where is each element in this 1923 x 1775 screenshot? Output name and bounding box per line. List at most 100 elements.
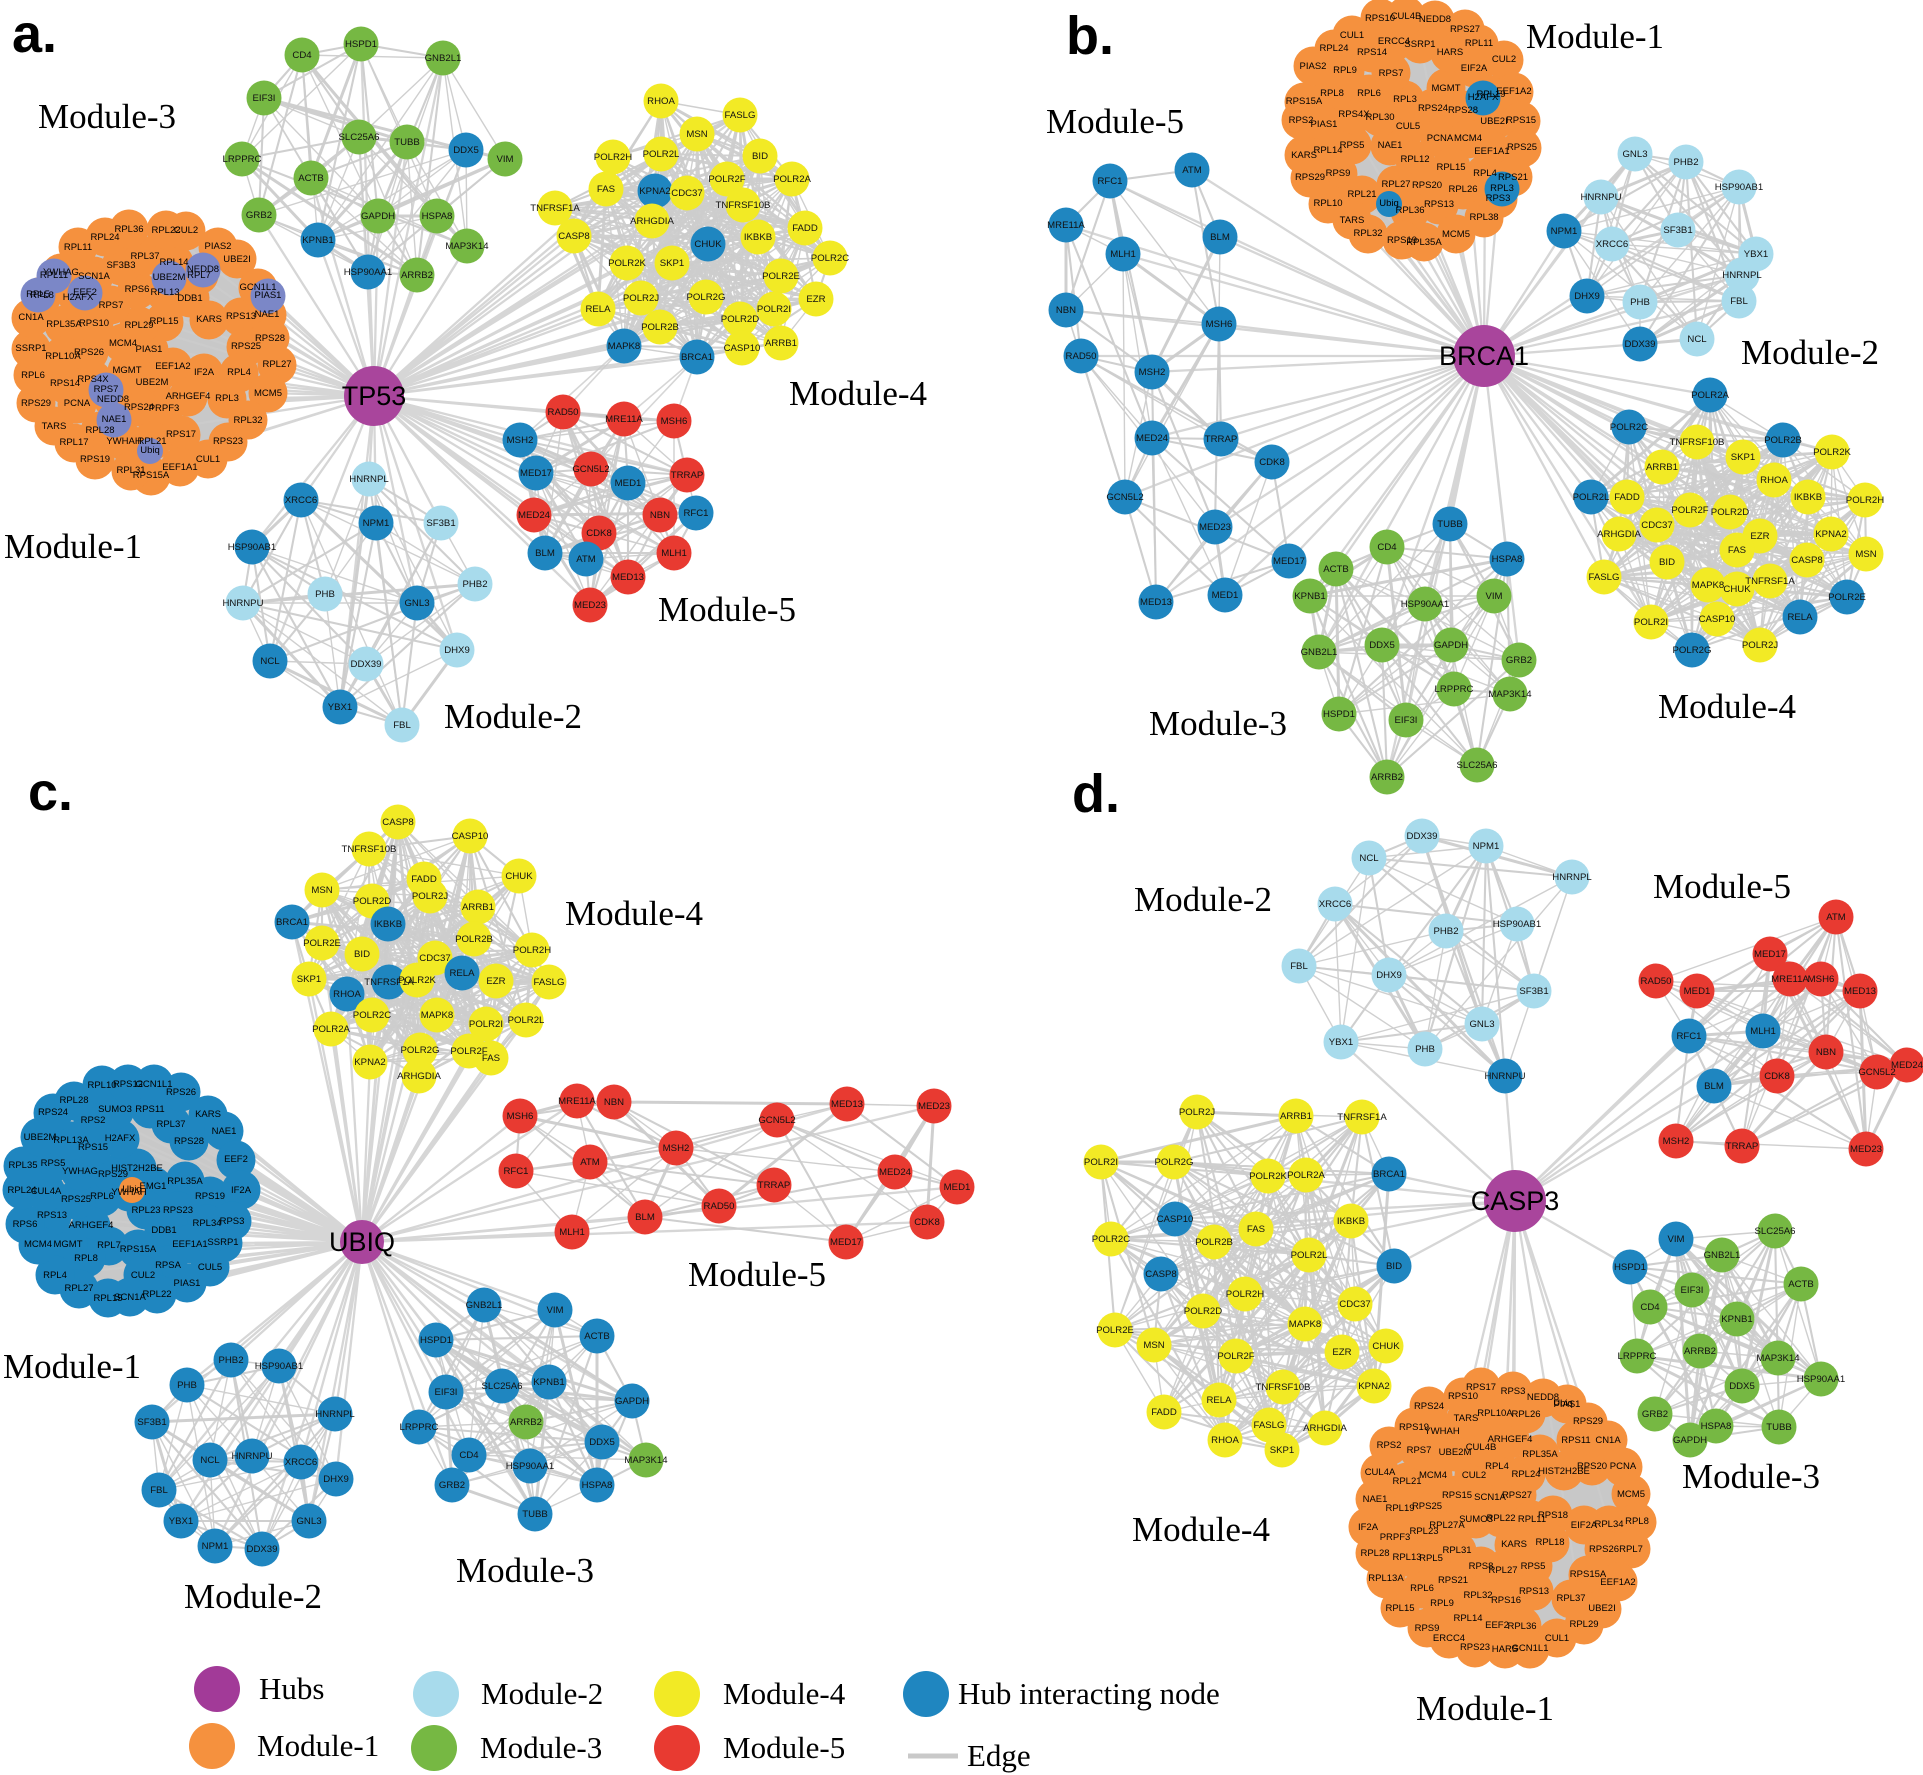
svg-text:ARRB1: ARRB1 [462, 902, 494, 913]
svg-text:VIM: VIM [546, 1305, 563, 1316]
svg-text:MGMT: MGMT [53, 1239, 82, 1250]
svg-text:RPL27: RPL27 [1488, 1565, 1517, 1576]
svg-text:ERCC4: ERCC4 [1378, 36, 1410, 47]
svg-text:RPS12: RPS12 [113, 1079, 143, 1090]
svg-text:KPNB1: KPNB1 [1721, 1314, 1752, 1325]
svg-text:MAPK8: MAPK8 [608, 341, 641, 352]
svg-text:GCN5L2: GCN5L2 [572, 464, 609, 475]
svg-text:RPS19: RPS19 [195, 1191, 225, 1202]
svg-text:BLM: BLM [1210, 232, 1230, 243]
svg-text:RPS5: RPS5 [1340, 140, 1365, 151]
svg-text:POLR2K: POLR2K [1249, 1171, 1287, 1182]
svg-text:VIM: VIM [496, 154, 513, 165]
svg-text:RPS29: RPS29 [21, 398, 51, 409]
svg-text:GCN5L2: GCN5L2 [1858, 1067, 1895, 1078]
svg-text:ARRB1: ARRB1 [1646, 462, 1678, 473]
svg-text:EEF1A2: EEF1A2 [155, 361, 190, 372]
svg-text:RPS29: RPS29 [1573, 1416, 1603, 1427]
svg-text:RPS15A: RPS15A [133, 470, 170, 481]
svg-text:MLH1: MLH1 [559, 1227, 585, 1238]
svg-text:POLR2L: POLR2L [643, 149, 680, 160]
svg-text:RPL37: RPL37 [130, 251, 159, 262]
svg-text:GNL3: GNL3 [296, 1516, 321, 1527]
svg-text:CUL2: CUL2 [174, 225, 198, 236]
svg-text:RPL13A: RPL13A [1368, 1573, 1404, 1584]
svg-text:RPL4: RPL4 [1473, 168, 1497, 179]
svg-text:MRE11A: MRE11A [1047, 220, 1085, 231]
svg-text:MAP3K14: MAP3K14 [1488, 689, 1532, 700]
svg-text:LRPPRC: LRPPRC [223, 154, 262, 165]
svg-text:Ubiq: Ubiq [1379, 198, 1399, 209]
svg-text:CDK8: CDK8 [1259, 457, 1285, 468]
svg-text:RPL26: RPL26 [1448, 184, 1477, 195]
svg-text:ARRB1: ARRB1 [765, 338, 797, 349]
svg-text:RPL22: RPL22 [142, 1289, 171, 1300]
svg-text:BID: BID [1386, 1261, 1402, 1272]
svg-text:DDX39: DDX39 [1407, 831, 1438, 842]
svg-text:EIF3I: EIF3I [1681, 1285, 1704, 1296]
svg-text:MED13: MED13 [1844, 986, 1876, 997]
svg-text:RPS15: RPS15 [1442, 1490, 1472, 1501]
svg-text:RPS19: RPS19 [80, 454, 110, 465]
svg-text:MRE11A: MRE11A [558, 1096, 596, 1107]
svg-text:CUL4A: CUL4A [31, 1186, 62, 1197]
svg-text:NEDD8: NEDD8 [187, 264, 219, 275]
svg-text:CDC37: CDC37 [671, 188, 702, 199]
svg-text:RPL24: RPL24 [1511, 1469, 1540, 1480]
svg-text:Module-5: Module-5 [1046, 102, 1184, 141]
svg-text:FBL: FBL [393, 720, 411, 731]
svg-text:GRB2: GRB2 [439, 1480, 465, 1491]
svg-text:RPL29: RPL29 [124, 320, 153, 331]
svg-text:SCN1A: SCN1A [1474, 1492, 1506, 1503]
svg-text:BID: BID [354, 949, 370, 960]
svg-text:POLR2E: POLR2E [1096, 1325, 1134, 1336]
svg-text:TUBB: TUBB [522, 1509, 548, 1520]
svg-text:EEF1A1: EEF1A1 [172, 1239, 207, 1250]
svg-text:DDX5: DDX5 [1369, 640, 1395, 651]
svg-text:POLR2I: POLR2I [469, 1019, 503, 1030]
svg-text:RPL6: RPL6 [1410, 1583, 1434, 1594]
svg-text:RPL24: RPL24 [1319, 43, 1348, 54]
svg-text:ARRB2: ARRB2 [1684, 1346, 1716, 1357]
svg-text:HSP90AA1: HSP90AA1 [1401, 599, 1450, 610]
svg-text:RPL24: RPL24 [90, 232, 119, 243]
svg-text:RPL26: RPL26 [1511, 1409, 1540, 1420]
svg-text:POLR2H: POLR2H [513, 945, 551, 956]
svg-text:IKBKB: IKBKB [1794, 492, 1822, 503]
svg-text:TUBB: TUBB [1766, 1422, 1792, 1433]
svg-text:CDK8: CDK8 [1764, 1071, 1790, 1082]
svg-text:Module-3: Module-3 [38, 97, 176, 136]
svg-text:Module-3: Module-3 [456, 1551, 594, 1590]
svg-text:PHB2: PHB2 [1673, 157, 1698, 168]
svg-text:H2AFX: H2AFX [105, 1133, 136, 1144]
svg-text:RPL4: RPL4 [227, 367, 251, 378]
svg-text:RPL19: RPL19 [1476, 89, 1505, 100]
svg-text:POLR2F: POLR2F [708, 174, 745, 185]
svg-text:CDC37: CDC37 [1641, 520, 1672, 531]
svg-text:RPL15: RPL15 [93, 1293, 122, 1304]
svg-text:CN1A: CN1A [18, 312, 44, 323]
svg-text:POLR2F: POLR2F [1671, 505, 1708, 516]
svg-text:UBE2I: UBE2I [223, 254, 250, 265]
svg-text:IKBKB: IKBKB [744, 232, 772, 243]
svg-text:MSH2: MSH2 [507, 435, 534, 446]
svg-text:RPS10: RPS10 [79, 318, 109, 329]
svg-text:PRPF3: PRPF3 [149, 403, 180, 414]
svg-text:DDX5: DDX5 [1729, 1381, 1755, 1392]
svg-text:RPL10: RPL10 [87, 1080, 116, 1091]
svg-text:RPL5: RPL5 [26, 289, 50, 300]
svg-text:RPS2: RPS2 [1377, 1440, 1402, 1451]
svg-text:MSN: MSN [311, 885, 332, 896]
svg-text:RPS28: RPS28 [255, 333, 285, 344]
svg-text:ATM: ATM [1826, 912, 1846, 923]
svg-text:PRPF3: PRPF3 [1380, 1532, 1411, 1543]
svg-text:POLR2A: POLR2A [1287, 1170, 1325, 1181]
svg-text:Module-4: Module-4 [1658, 687, 1796, 726]
svg-text:PIAS1: PIAS1 [1554, 1399, 1581, 1410]
svg-text:Module-1: Module-1 [3, 1347, 141, 1386]
svg-text:PHB2: PHB2 [218, 1355, 243, 1366]
svg-text:PIAS1: PIAS1 [136, 344, 163, 355]
svg-text:MED17: MED17 [830, 1237, 862, 1248]
svg-text:NPM1: NPM1 [363, 518, 390, 529]
svg-text:MSN: MSN [1143, 1340, 1164, 1351]
